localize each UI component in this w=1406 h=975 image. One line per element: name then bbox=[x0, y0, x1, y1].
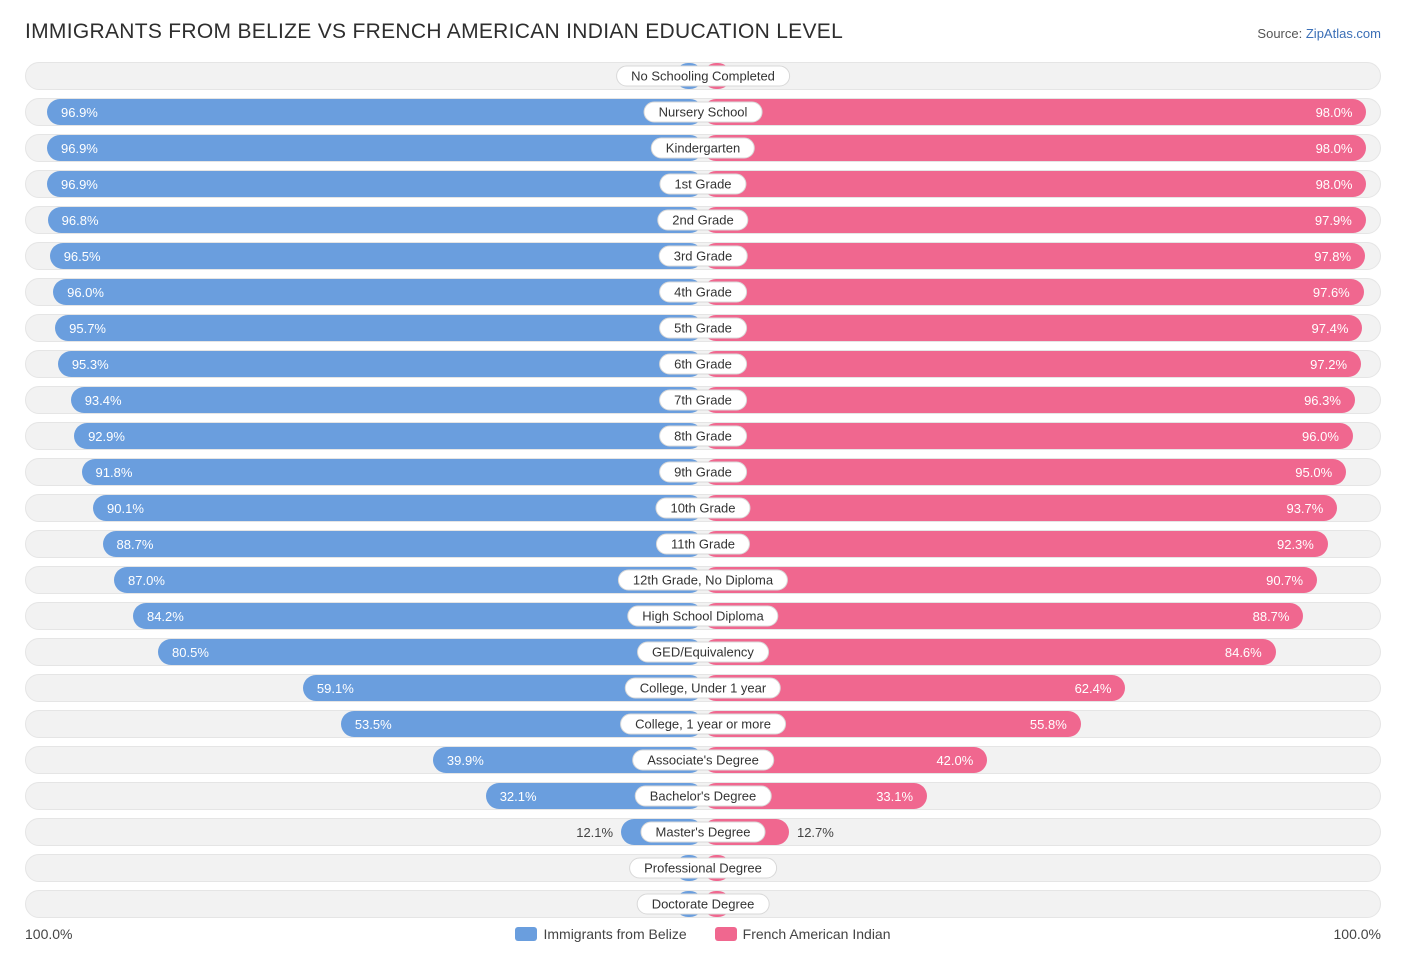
bar-right: 97.9% bbox=[703, 207, 1366, 233]
diverging-bar-chart: 3.1%2.1%No Schooling Completed96.9%98.0%… bbox=[25, 62, 1381, 918]
source-label: Source: bbox=[1257, 26, 1302, 41]
chart-row: 90.1%93.7%10th Grade bbox=[25, 494, 1381, 522]
legend: Immigrants from Belize French American I… bbox=[72, 926, 1333, 942]
chart-row: 53.5%55.8%College, 1 year or more bbox=[25, 710, 1381, 738]
chart-row: 80.5%84.6%GED/Equivalency bbox=[25, 638, 1381, 666]
bar-left: 93.4% bbox=[71, 387, 703, 413]
bar-left: 95.7% bbox=[55, 315, 703, 341]
legend-item-right: French American Indian bbox=[715, 926, 891, 942]
category-label: 5th Grade bbox=[659, 318, 747, 339]
bar-right: 96.0% bbox=[703, 423, 1353, 449]
chart-row: 3.1%2.1%No Schooling Completed bbox=[25, 62, 1381, 90]
chart-row: 96.9%98.0%Nursery School bbox=[25, 98, 1381, 126]
chart-row: 3.5%3.8%Professional Degree bbox=[25, 854, 1381, 882]
chart-footer: 100.0% Immigrants from Belize French Ame… bbox=[25, 926, 1381, 942]
chart-row: 39.9%42.0%Associate's Degree bbox=[25, 746, 1381, 774]
bar-right: 88.7% bbox=[703, 603, 1303, 629]
bar-left: 96.8% bbox=[48, 207, 703, 233]
bar-right-value: 12.7% bbox=[797, 819, 834, 845]
bar-right: 98.0% bbox=[703, 99, 1366, 125]
category-label: Kindergarten bbox=[651, 138, 755, 159]
category-label: Professional Degree bbox=[629, 858, 777, 879]
chart-row: 96.9%98.0%Kindergarten bbox=[25, 134, 1381, 162]
chart-row: 1.3%1.6%Doctorate Degree bbox=[25, 890, 1381, 918]
category-label: 4th Grade bbox=[659, 282, 747, 303]
chart-row: 87.0%90.7%12th Grade, No Diploma bbox=[25, 566, 1381, 594]
chart-row: 95.7%97.4%5th Grade bbox=[25, 314, 1381, 342]
bar-left: 96.9% bbox=[47, 135, 703, 161]
chart-row: 95.3%97.2%6th Grade bbox=[25, 350, 1381, 378]
category-label: 7th Grade bbox=[659, 390, 747, 411]
bar-left-value: 12.1% bbox=[576, 819, 613, 845]
bar-left: 96.9% bbox=[47, 99, 703, 125]
chart-row: 32.1%33.1%Bachelor's Degree bbox=[25, 782, 1381, 810]
legend-swatch-right bbox=[715, 927, 737, 941]
category-label: Associate's Degree bbox=[632, 750, 774, 771]
chart-row: 96.5%97.8%3rd Grade bbox=[25, 242, 1381, 270]
axis-left-max: 100.0% bbox=[25, 926, 72, 942]
bar-right: 97.8% bbox=[703, 243, 1365, 269]
category-label: GED/Equivalency bbox=[637, 642, 769, 663]
category-label: 8th Grade bbox=[659, 426, 747, 447]
legend-label-right: French American Indian bbox=[743, 926, 891, 942]
legend-item-left: Immigrants from Belize bbox=[515, 926, 686, 942]
category-label: 9th Grade bbox=[659, 462, 747, 483]
chart-row: 88.7%92.3%11th Grade bbox=[25, 530, 1381, 558]
category-label: 10th Grade bbox=[655, 498, 750, 519]
source-value: ZipAtlas.com bbox=[1306, 26, 1381, 41]
category-label: 6th Grade bbox=[659, 354, 747, 375]
category-label: Master's Degree bbox=[641, 822, 766, 843]
bar-right: 95.0% bbox=[703, 459, 1346, 485]
category-label: High School Diploma bbox=[627, 606, 778, 627]
chart-row: 96.0%97.6%4th Grade bbox=[25, 278, 1381, 306]
bar-left: 92.9% bbox=[74, 423, 703, 449]
bar-right: 96.3% bbox=[703, 387, 1355, 413]
bar-right: 98.0% bbox=[703, 135, 1366, 161]
bar-right: 90.7% bbox=[703, 567, 1317, 593]
chart-title: IMMIGRANTS FROM BELIZE VS FRENCH AMERICA… bbox=[25, 20, 843, 44]
chart-row: 91.8%95.0%9th Grade bbox=[25, 458, 1381, 486]
bar-left: 87.0% bbox=[114, 567, 703, 593]
chart-row: 12.1% 12.7% Master's Degree bbox=[25, 818, 1381, 846]
bar-right: 97.6% bbox=[703, 279, 1364, 305]
category-label: Doctorate Degree bbox=[637, 894, 770, 915]
chart-row: 59.1%62.4%College, Under 1 year bbox=[25, 674, 1381, 702]
bar-right: 93.7% bbox=[703, 495, 1337, 521]
category-label: No Schooling Completed bbox=[616, 66, 790, 87]
bar-left: 95.3% bbox=[58, 351, 703, 377]
category-label: 2nd Grade bbox=[657, 210, 748, 231]
bar-left: 80.5% bbox=[158, 639, 703, 665]
chart-row: 93.4%96.3%7th Grade bbox=[25, 386, 1381, 414]
chart-row: 96.8%97.9%2nd Grade bbox=[25, 206, 1381, 234]
category-label: 3rd Grade bbox=[659, 246, 748, 267]
bar-right: 92.3% bbox=[703, 531, 1328, 557]
category-label: College, Under 1 year bbox=[625, 678, 781, 699]
bar-left: 96.9% bbox=[47, 171, 703, 197]
bar-left: 84.2% bbox=[133, 603, 703, 629]
axis-right-max: 100.0% bbox=[1334, 926, 1381, 942]
bar-right: 84.6% bbox=[703, 639, 1276, 665]
category-label: College, 1 year or more bbox=[620, 714, 786, 735]
category-label: Bachelor's Degree bbox=[635, 786, 772, 807]
bar-left: 96.0% bbox=[53, 279, 703, 305]
category-label: 11th Grade bbox=[656, 534, 750, 555]
category-label: 1st Grade bbox=[659, 174, 746, 195]
bar-left: 91.8% bbox=[82, 459, 703, 485]
legend-label-left: Immigrants from Belize bbox=[543, 926, 686, 942]
category-label: Nursery School bbox=[644, 102, 763, 123]
chart-source: Source: ZipAtlas.com bbox=[1257, 26, 1381, 41]
bar-right: 97.4% bbox=[703, 315, 1362, 341]
chart-header: IMMIGRANTS FROM BELIZE VS FRENCH AMERICA… bbox=[25, 20, 1381, 44]
bar-left: 96.5% bbox=[50, 243, 703, 269]
chart-row: 84.2%88.7%High School Diploma bbox=[25, 602, 1381, 630]
bar-left: 90.1% bbox=[93, 495, 703, 521]
category-label: 12th Grade, No Diploma bbox=[618, 570, 788, 591]
legend-swatch-left bbox=[515, 927, 537, 941]
chart-row: 92.9%96.0%8th Grade bbox=[25, 422, 1381, 450]
chart-row: 96.9%98.0%1st Grade bbox=[25, 170, 1381, 198]
bar-left: 88.7% bbox=[103, 531, 703, 557]
bar-right: 97.2% bbox=[703, 351, 1361, 377]
bar-right: 98.0% bbox=[703, 171, 1366, 197]
